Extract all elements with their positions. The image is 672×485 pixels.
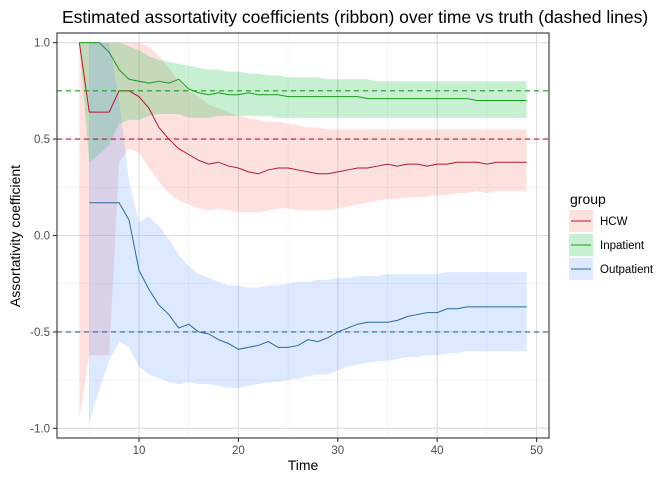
legend-item-inpatient: Inpatient <box>569 234 645 256</box>
legend-title: group <box>570 191 606 207</box>
ribbon-hcw <box>79 42 527 419</box>
x-axis: 10 20 30 40 50 <box>133 438 543 457</box>
x-tick-label: 10 <box>133 445 146 457</box>
y-tick-label: -0.5 <box>30 327 50 339</box>
line-outpatient <box>89 202 527 350</box>
y-tick-label: 1.0 <box>34 38 50 50</box>
ribbon-inpatient <box>79 42 527 163</box>
y-axis: -1.0 -0.5 0.0 0.5 1.0 <box>30 38 57 435</box>
legend-items: HCW Inpatient Outpatient <box>569 210 654 280</box>
x-tick-label: 40 <box>431 445 444 457</box>
legend-item-outpatient: Outpatient <box>569 258 654 280</box>
chart-title: Estimated assortativity coefficients (ri… <box>62 7 648 27</box>
y-axis-title: Assortativity coefficient <box>7 165 23 307</box>
line-inpatient <box>79 42 527 101</box>
y-tick-label: 0.0 <box>34 231 50 243</box>
legend-label: Inpatient <box>600 240 645 252</box>
x-tick-label: 50 <box>530 445 543 457</box>
x-tick-label: 30 <box>331 445 344 457</box>
y-tick-label: -1.0 <box>30 423 50 435</box>
y-tick-label: 0.5 <box>34 134 50 146</box>
lines-layer <box>78 42 527 350</box>
legend: group HCW Inpatient Outpatient <box>569 191 654 280</box>
legend-label: HCW <box>600 216 628 228</box>
x-tick-label: 20 <box>232 445 245 457</box>
legend-label: Outpatient <box>600 264 654 276</box>
truth-lines-layer <box>57 90 549 333</box>
line-hcw <box>78 42 527 175</box>
ribbons-layer <box>79 42 527 423</box>
legend-item-hcw: HCW <box>569 210 628 232</box>
ribbon-outpatient <box>89 42 527 423</box>
x-axis-title: Time <box>288 457 319 473</box>
